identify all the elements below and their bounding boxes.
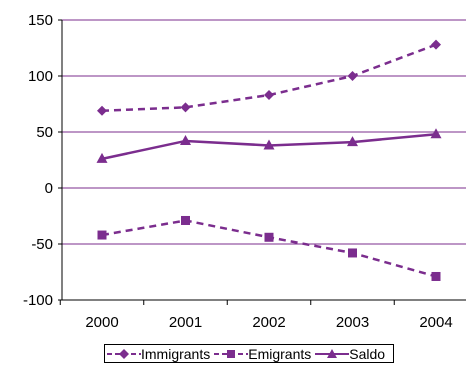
x-tick-label: 2001 [169,314,202,331]
data-point-immigrants [264,90,274,101]
legend-label-immigrants: Immigrants [141,345,211,362]
y-tick-label: -100 [23,292,53,309]
data-point-saldo [180,134,191,145]
axes [58,19,466,305]
legend-item-immigrants: Immigrants [107,347,210,361]
data-point-saldo [263,139,275,150]
data-point-immigrants [431,39,441,50]
data-point-immigrants [97,105,107,116]
x-tick-labels: 2000 2001 2002 2003 2004 [85,314,452,331]
legend-swatch-immigrants-icon [107,348,141,359]
series-line-emigrants [101,219,437,278]
legend-item-emigrants: Emigrants [214,347,311,361]
y-tick-label: 50 [36,124,53,141]
legend-label-saldo: Saldo [349,345,386,362]
series-line-immigrants [101,43,437,112]
y-tick-label: 0 [45,180,53,197]
y-tick-labels: 150 100 50 0 -50 -100 [23,12,53,309]
y-tick-label: -50 [31,236,53,253]
data-point-emigrants [431,271,441,281]
x-tick-label: 2004 [419,314,452,331]
data-point-saldo [430,128,442,139]
data-point-immigrants [347,71,358,81]
legend: Immigrants Emigrants Saldo [104,344,395,363]
x-tick-label: 2003 [336,314,369,331]
x-tick-label: 2002 [252,314,285,331]
legend-item-saldo: Saldo [315,347,385,361]
series-lines [96,39,442,281]
data-point-saldo [347,136,358,147]
gridlines [62,19,466,245]
line-chart: 150 100 50 0 -50 -100 2000 2001 2002 2003 2004 [23,12,466,331]
y-tick-label: 100 [28,68,53,85]
legend-swatch-saldo-icon [315,348,350,358]
data-point-saldo [96,152,108,163]
legend-swatch-emigrants-icon [214,349,249,358]
data-point-emigrants [348,248,357,258]
data-point-emigrants [181,215,190,225]
legend-label-emigrants: Emigrants [248,345,312,362]
data-point-emigrants [97,230,107,240]
data-point-emigrants [264,232,274,242]
x-tick-label: 2000 [85,314,118,331]
y-tick-label: 150 [28,12,53,29]
data-point-immigrants [180,102,191,113]
